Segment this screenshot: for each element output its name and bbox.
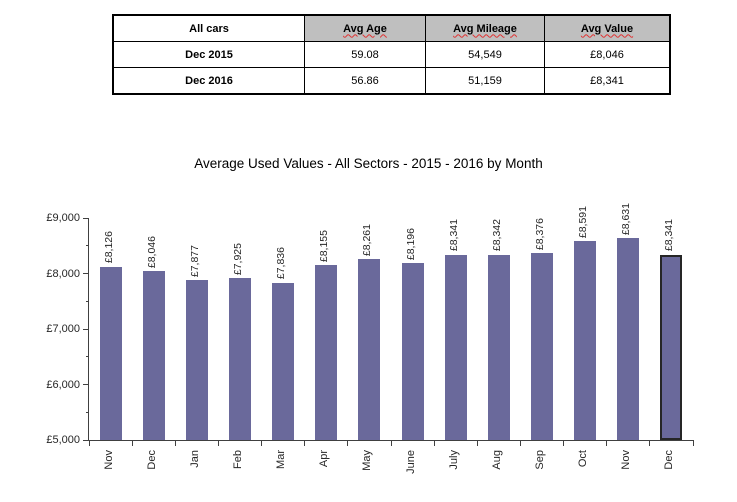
bar-value-label: £7,836 bbox=[275, 247, 288, 280]
x-axis-category-label: Sep bbox=[534, 450, 546, 470]
bar-value-label: £8,376 bbox=[534, 217, 546, 250]
chart-bar-june-7 bbox=[401, 262, 424, 440]
bar-value-label: £8,046 bbox=[145, 235, 158, 268]
chart-bar-may-6 bbox=[358, 259, 381, 440]
table-row: Dec 2015 59.08 54,549 £8,046 bbox=[112, 41, 671, 68]
x-axis-category-label: May bbox=[361, 450, 374, 471]
x-axis-tick bbox=[304, 440, 306, 446]
y-axis-tick-label: £6,000 bbox=[46, 378, 80, 391]
chart-bar-sep-10 bbox=[531, 252, 553, 440]
y-axis-major-tick bbox=[83, 328, 89, 330]
chart-bar-feb-3 bbox=[229, 277, 251, 440]
dec-2016-avg-age: 56.86 bbox=[304, 67, 426, 95]
chart-bar-july-8 bbox=[444, 254, 467, 440]
summary-table-header-row: All cars Avg Age Avg Mileage Avg Value bbox=[112, 14, 671, 42]
bar-value-label: £8,631 bbox=[620, 203, 633, 236]
x-axis-category-label: June bbox=[404, 450, 417, 474]
dec-2015-avg-mileage: 54,549 bbox=[425, 41, 545, 68]
table-row: Dec 2016 56.86 51,159 £8,341 bbox=[112, 67, 671, 95]
x-axis-category-label: Mar bbox=[275, 450, 288, 469]
x-axis-category-label: Jan bbox=[188, 450, 201, 468]
bar-chart-plot-area: £5,000 £6,000 £7,000 £8,000 £9,000 £8,126 Nov £… bbox=[46, 203, 694, 474]
chart-bar-oct-11 bbox=[574, 240, 597, 440]
header-avg-mileage: Avg Mileage bbox=[425, 14, 545, 42]
chart-bar-mar-4 bbox=[272, 282, 295, 440]
y-axis-major-tick bbox=[83, 439, 89, 441]
x-axis-category-label: July bbox=[447, 450, 460, 470]
dec-2015-avg-value: £8,046 bbox=[544, 41, 671, 68]
x-axis-category-label: Nov bbox=[620, 450, 633, 470]
x-axis-tick bbox=[88, 440, 90, 446]
y-axis-major-tick bbox=[83, 217, 89, 219]
x-axis-tick bbox=[390, 440, 392, 446]
x-axis-tick bbox=[649, 440, 651, 446]
x-axis-tick bbox=[174, 440, 176, 446]
chart-bar-aug-9 bbox=[487, 254, 510, 440]
bar-value-label: £8,341 bbox=[663, 219, 676, 252]
y-axis-minor-tick bbox=[86, 300, 89, 302]
chart-bar-dec-13 bbox=[660, 254, 683, 440]
x-axis-tick bbox=[433, 440, 435, 446]
y-axis-tick-label: £8,000 bbox=[46, 267, 80, 280]
x-axis-tick bbox=[519, 440, 521, 446]
bar-value-label: £8,196 bbox=[404, 227, 417, 260]
x-axis-category-label: Feb bbox=[232, 450, 244, 469]
chart-bar-dec-1 bbox=[142, 270, 165, 440]
dec-2015-avg-age: 59.08 bbox=[304, 41, 426, 68]
header-avg-value: Avg Value bbox=[544, 14, 671, 42]
y-axis-major-tick bbox=[83, 384, 89, 385]
x-axis-category-label: Oct bbox=[577, 450, 590, 468]
chart-title: Average Used Values - All Sectors - 2015… bbox=[194, 156, 543, 171]
chart-bar-apr-5 bbox=[315, 264, 338, 440]
bar-value-label: £8,342 bbox=[490, 219, 503, 252]
x-axis-tick bbox=[131, 440, 133, 446]
y-axis-minor-tick bbox=[86, 245, 89, 247]
row-label-dec-2016: Dec 2016 bbox=[112, 67, 305, 95]
bar-value-label: £7,925 bbox=[232, 242, 244, 275]
x-axis-category-label: Nov bbox=[102, 450, 115, 470]
bar-value-label: £8,155 bbox=[318, 229, 331, 262]
x-axis-tick bbox=[347, 440, 349, 446]
x-axis-tick bbox=[692, 440, 694, 446]
bar-value-label: £8,126 bbox=[102, 231, 115, 264]
x-axis-category-label: Apr bbox=[318, 450, 331, 468]
chart-bar-nov-12 bbox=[617, 238, 640, 440]
row-label-dec-2015: Dec 2015 bbox=[112, 41, 305, 68]
x-axis-tick bbox=[476, 440, 478, 446]
y-axis-tick-label: £9,000 bbox=[46, 212, 80, 224]
x-axis-tick bbox=[261, 440, 263, 446]
bar-value-label: £8,591 bbox=[577, 205, 590, 238]
chart-bar-nov-0 bbox=[99, 266, 122, 440]
x-axis-tick bbox=[217, 440, 219, 446]
x-axis-category-label: Aug bbox=[490, 450, 503, 470]
dec-2016-avg-mileage: 51,159 bbox=[425, 67, 545, 95]
x-axis-category-label: Dec bbox=[145, 450, 158, 470]
chart-bar-jan-2 bbox=[185, 280, 208, 440]
x-axis-tick bbox=[563, 440, 565, 446]
dec-2016-avg-value: £8,341 bbox=[544, 67, 671, 95]
bar-value-label: £8,261 bbox=[361, 223, 374, 257]
x-axis-tick bbox=[606, 440, 608, 446]
bar-value-label: £7,877 bbox=[188, 245, 201, 278]
y-axis-tick-label: £5,000 bbox=[46, 434, 80, 446]
header-avg-age: Avg Age bbox=[304, 14, 426, 42]
y-axis-tick-label: £7,000 bbox=[46, 323, 80, 335]
summary-table: All cars Avg Age Avg Mileage Avg Value D… bbox=[112, 14, 671, 95]
y-axis-minor-tick bbox=[86, 356, 89, 358]
header-all-cars: All cars bbox=[112, 14, 305, 42]
x-axis-category-label: Dec bbox=[663, 450, 676, 470]
bar-value-label: £8,341 bbox=[447, 219, 460, 252]
y-axis-minor-tick bbox=[86, 411, 89, 413]
y-axis-major-tick bbox=[83, 273, 89, 274]
